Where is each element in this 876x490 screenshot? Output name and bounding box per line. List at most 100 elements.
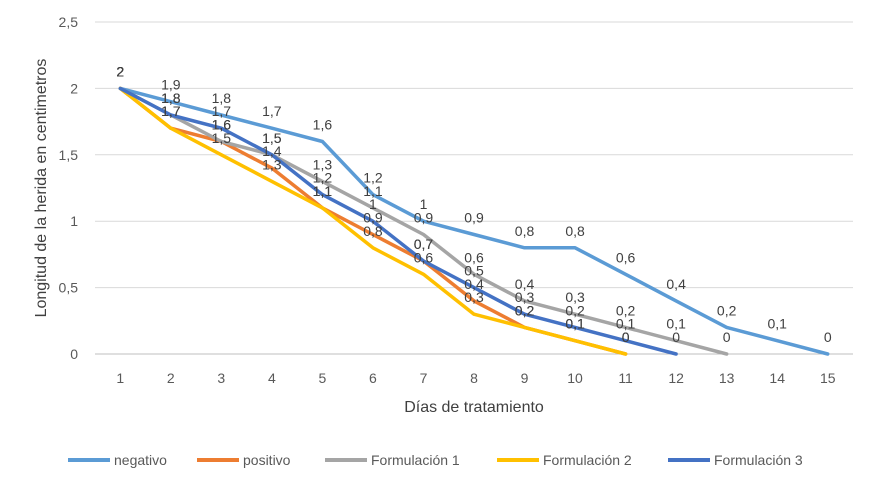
- data-label: 0,3: [565, 289, 585, 305]
- data-label: 1,8: [161, 90, 181, 106]
- x-tick-label: 2: [167, 370, 175, 386]
- legend-item: Formulación 1: [325, 449, 460, 471]
- data-label: 0,4: [515, 276, 535, 292]
- data-label: 2: [116, 63, 124, 79]
- legend-label: positivo: [243, 452, 291, 468]
- legend-item: positivo: [197, 449, 290, 471]
- data-label: 0,9: [464, 209, 484, 225]
- data-label: 1,7: [212, 103, 232, 119]
- data-label: 0,5: [464, 263, 484, 279]
- data-label: 1,2: [363, 170, 383, 186]
- data-label: 1: [420, 196, 428, 212]
- data-label: 0: [824, 329, 832, 345]
- x-tick-label: 4: [268, 370, 276, 386]
- data-label: 0,1: [666, 316, 686, 332]
- y-tick-label: 1: [70, 213, 78, 229]
- legend-swatch: [68, 458, 110, 462]
- data-label: 1,8: [212, 90, 232, 106]
- data-label: 2: [116, 63, 124, 79]
- x-tick-label: 3: [217, 370, 225, 386]
- data-label: 1,3: [262, 156, 282, 172]
- data-label: 2: [116, 63, 124, 79]
- data-label: 0,6: [616, 249, 636, 265]
- x-tick-label: 12: [668, 370, 684, 386]
- data-label: 1,6: [313, 117, 333, 133]
- data-label: 1,2: [313, 170, 333, 186]
- data-label: 2: [116, 63, 124, 79]
- data-label: 0,1: [565, 316, 585, 332]
- series-line: [118, 86, 628, 356]
- data-label: 0,1: [767, 316, 787, 332]
- data-labels: 21,91,81,71,61,210,90,8 0,80,60,40,20,102…: [116, 63, 831, 345]
- data-label: 0,6: [464, 249, 484, 265]
- legend-label: Formulación 2: [543, 452, 632, 468]
- x-tick-label: 11: [618, 370, 633, 386]
- x-tick-label: 15: [820, 370, 836, 386]
- series-lines: [118, 86, 830, 356]
- data-label: 0,8: [363, 223, 383, 239]
- data-label: 0,9: [414, 209, 434, 225]
- data-label: 1,6: [212, 117, 232, 133]
- data-label: 0,2: [717, 302, 737, 318]
- legend: negativo positivo Formulación 1 Formulación…: [0, 449, 876, 471]
- x-tick-label: 13: [719, 370, 735, 386]
- data-label: 0,8: [515, 223, 535, 239]
- data-label: 0,7: [414, 236, 434, 252]
- x-tick-label: 1: [116, 370, 124, 386]
- legend-item: Formulación 2: [497, 449, 632, 471]
- legend-swatch: [668, 458, 710, 462]
- data-label: 1,1: [313, 183, 333, 199]
- x-tick-label: 8: [470, 370, 478, 386]
- legend-label: negativo: [114, 452, 167, 468]
- legend-item: Formulación 3: [668, 449, 803, 471]
- data-label: 1,5: [262, 130, 282, 146]
- data-label: 0,2: [515, 302, 535, 318]
- legend-item: negativo: [68, 449, 167, 471]
- series-line: [118, 86, 729, 356]
- data-label: 1,6: [212, 117, 232, 133]
- x-tick-label: 14: [769, 370, 785, 386]
- legend-swatch: [197, 458, 239, 462]
- data-label: 1,4: [262, 143, 282, 159]
- data-label: 0,3: [464, 289, 484, 305]
- x-tick-label: 5: [319, 370, 327, 386]
- legend-label: Formulación 1: [371, 452, 460, 468]
- data-label: 1,7: [161, 103, 181, 119]
- y-tick-label: 0: [70, 346, 78, 362]
- data-label: 0,3: [515, 289, 535, 305]
- legend-swatch: [497, 458, 539, 462]
- data-label: 1,8: [161, 90, 181, 106]
- y-tick-label: 2: [70, 80, 78, 96]
- data-label: 0: [622, 329, 630, 345]
- line-chart: 00,511,522,5 1 2 3 4 5 6 7 8 9 10 11 12 13 14 15 21,91…: [33, 14, 853, 416]
- data-label: 1,1: [363, 183, 383, 199]
- data-label: 0,7: [414, 236, 434, 252]
- data-label: 0: [622, 329, 630, 345]
- data-label: 0: [723, 329, 731, 345]
- data-label: 0,4: [464, 276, 484, 292]
- data-label: 1,3: [313, 156, 333, 172]
- data-label: 0,2: [616, 302, 636, 318]
- y-tick-label: 1,5: [59, 147, 79, 163]
- x-tick-label: 9: [521, 370, 529, 386]
- y-tick-label: 0,5: [59, 280, 79, 296]
- data-label: 0,1: [616, 316, 636, 332]
- data-label: 1,7: [262, 103, 282, 119]
- series-line: [118, 86, 830, 356]
- data-label: 1,9: [161, 77, 181, 93]
- x-tick-label: 10: [567, 370, 583, 386]
- data-label: 1,5: [262, 130, 282, 146]
- x-tick-label: 7: [420, 370, 428, 386]
- legend-label: Formulación 3: [714, 452, 803, 468]
- series-line: [118, 86, 678, 356]
- x-axis-ticks: 1 2 3 4 5 6 7 8 9 10 11 12 13 14 15: [116, 370, 835, 386]
- data-label: 1,1: [313, 183, 333, 199]
- data-label: 1,7: [161, 103, 181, 119]
- x-axis-title: Días de tratamiento: [404, 399, 544, 416]
- data-label: 2: [116, 63, 124, 79]
- y-axis-title: Longitud de la herida en centimetros: [33, 59, 50, 318]
- data-label: 0,4: [666, 276, 686, 292]
- data-label: 0,2: [565, 302, 585, 318]
- legend-swatch: [325, 458, 367, 462]
- data-label: 0,9: [363, 209, 383, 225]
